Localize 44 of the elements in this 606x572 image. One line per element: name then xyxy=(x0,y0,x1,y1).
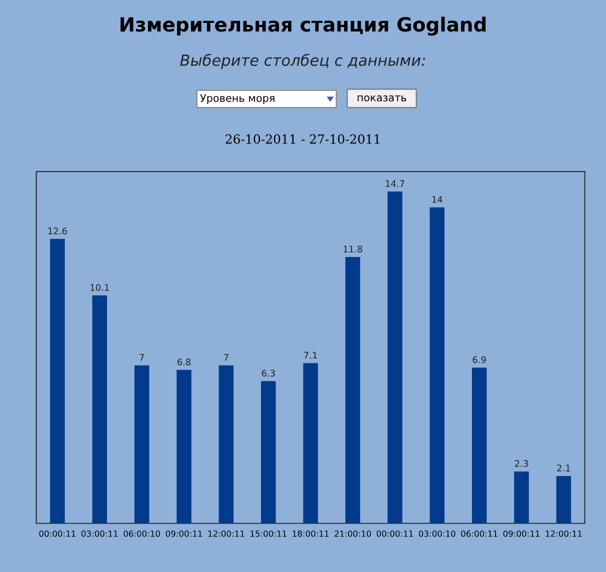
text: показать xyxy=(358,95,406,102)
x-tick-label: 12:00:11 xyxy=(208,530,244,537)
data-label: 2.3 xyxy=(514,460,528,467)
chart-subtitle: Выберите столбец с данными: xyxy=(180,54,425,69)
x-tick-label: 00:00:11 xyxy=(376,530,413,537)
bar xyxy=(556,476,572,524)
x-tick-label: 21:00:10 xyxy=(334,530,371,537)
text: Уровень моря xyxy=(200,94,274,104)
text: 26-10-2011 - 27-10-2011 xyxy=(226,134,380,144)
bar xyxy=(345,256,360,524)
data-label: 12.6 xyxy=(48,228,67,234)
bar xyxy=(134,365,150,524)
bar xyxy=(430,207,445,524)
data-label: 14 xyxy=(432,196,442,203)
bar xyxy=(261,381,276,524)
chart-title: Измерительная станция Gogland xyxy=(120,16,486,36)
bar xyxy=(176,370,192,524)
bar xyxy=(92,295,108,524)
data-label: 6.3 xyxy=(262,370,275,377)
bar xyxy=(388,192,402,524)
data-label: 7.1 xyxy=(304,352,317,358)
bar xyxy=(303,363,318,524)
data-label: 6.8 xyxy=(177,358,191,366)
x-tick-label: 03:00:11 xyxy=(81,530,118,537)
x-tick-label: 00:00:11 xyxy=(39,530,76,537)
data-label: 10.1 xyxy=(90,284,109,291)
data-label: 14.7 xyxy=(386,180,404,187)
data-label: 6.9 xyxy=(472,356,486,364)
x-tick-label: 09:00:11 xyxy=(503,530,540,537)
x-tick-label: 06:00:10 xyxy=(124,530,160,537)
data-label: 7 xyxy=(140,354,144,361)
x-tick-label: 12:00:11 xyxy=(546,530,582,537)
bar xyxy=(472,368,487,524)
x-tick-label: 15:00:11 xyxy=(250,530,286,537)
data-label: 2.1 xyxy=(557,464,570,472)
data-label: 7 xyxy=(224,354,228,361)
bar xyxy=(514,471,529,524)
x-tick-label: 09:00:11 xyxy=(166,530,202,537)
x-tick-label: 18:00:11 xyxy=(292,530,329,537)
x-tick-label: 06:00:11 xyxy=(461,530,498,537)
data-label: 11.8 xyxy=(344,246,362,252)
x-tick-label: 03:00:10 xyxy=(418,530,456,537)
bar xyxy=(218,365,234,524)
bar xyxy=(50,238,65,524)
